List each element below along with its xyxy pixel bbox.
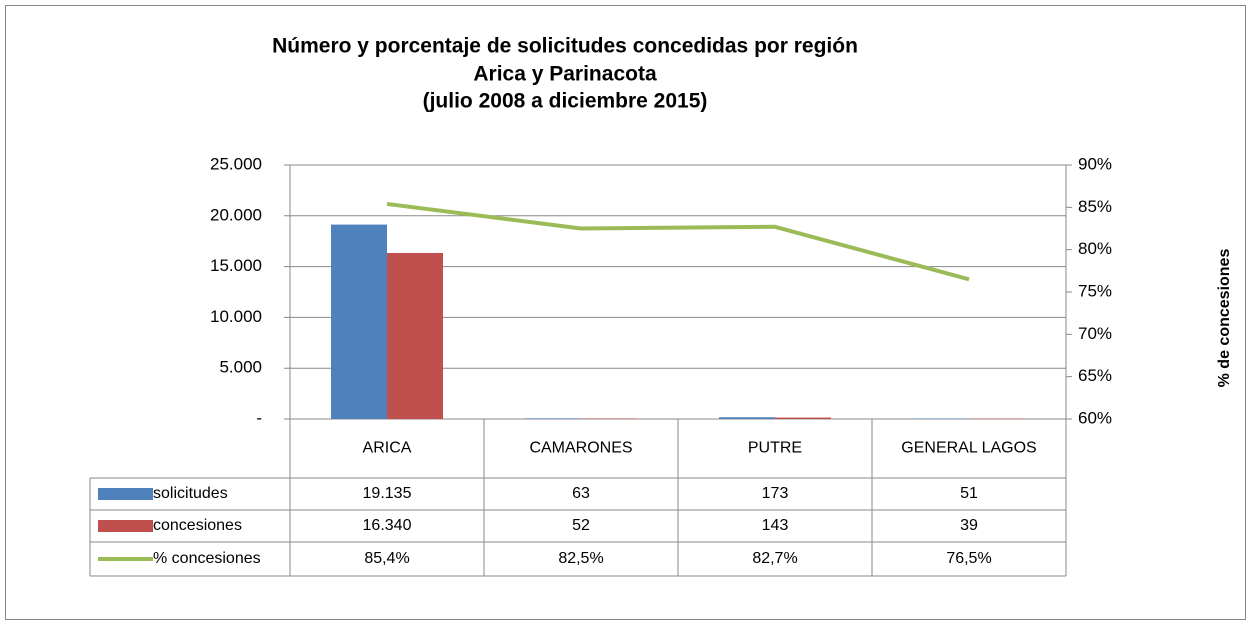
table-value: 82,5% [558,550,603,567]
bar [387,252,443,419]
table-value: 63 [572,485,590,502]
table-value: 76,5% [946,550,991,567]
bar [331,224,387,419]
y2-tick-label: 70% [1078,324,1112,343]
table-value: 51 [960,485,978,502]
bar [913,418,969,419]
bar [581,418,637,419]
y-tick-label: 10.000 [210,307,262,326]
table-value: 85,4% [364,550,409,567]
y2-tick-label: 75% [1078,281,1112,300]
chart-title: Arica y Parinacota [473,63,657,86]
table-value: 19.135 [363,485,412,502]
y-tick-label: 20.000 [210,205,262,224]
legend-label: solicitudes [153,485,228,502]
y2-axis-title: % de concesiones [1216,249,1233,388]
table-value: 82,7% [752,550,797,567]
legend-label: concesiones [153,517,242,534]
y2-tick-label: 60% [1078,408,1112,427]
x-tick-label: CAMARONES [529,440,632,457]
y2-tick-label: 65% [1078,366,1112,385]
legend-key [98,488,153,500]
bar [775,417,831,419]
table-value: 16.340 [363,517,412,534]
x-tick-label: PUTRE [748,440,802,457]
y2-tick-label: 90% [1078,154,1112,173]
y2-tick-label: 85% [1078,197,1112,216]
x-tick-label: GENERAL LAGOS [901,440,1036,457]
y-tick-label: 5.000 [219,358,262,377]
legend-label: % concesiones [153,550,261,567]
table-value: 143 [762,517,789,534]
chart-title: Número y porcentaje de solicitudes conce… [272,35,858,58]
y-tick-label: 25.000 [210,154,262,173]
y-tick-label: - [256,408,262,427]
bar [525,418,581,419]
table-value: 52 [572,517,590,534]
y2-tick-label: 80% [1078,239,1112,258]
y-tick-label: 15.000 [210,256,262,275]
line-series [386,201,970,282]
bar [719,417,775,419]
table-value: 39 [960,517,978,534]
chart-border [5,5,1246,620]
table-value: 173 [762,485,789,502]
x-tick-label: ARICA [363,440,412,457]
chart-title: (julio 2008 a diciembre 2015) [423,90,708,113]
legend-key [98,520,153,532]
